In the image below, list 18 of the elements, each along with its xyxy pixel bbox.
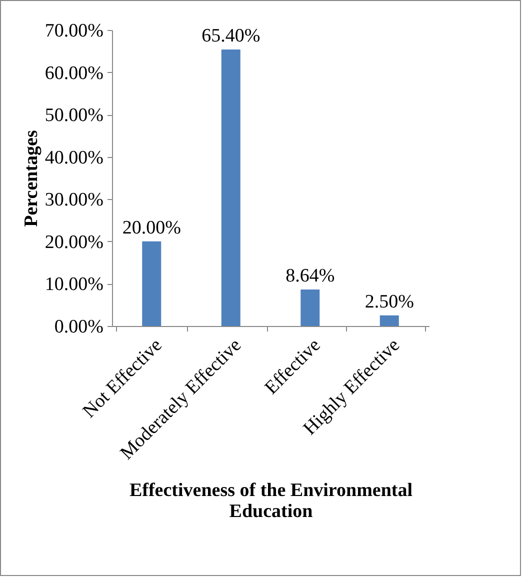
bar [142, 241, 162, 326]
data-label: 20.00% [122, 217, 182, 238]
data-label: 2.50% [364, 291, 414, 312]
bar [221, 49, 240, 326]
data-label: 8.64% [286, 265, 335, 286]
bar [380, 315, 399, 326]
y-tick-label: 40.00% [44, 147, 104, 168]
y-axis-title: Percentages [20, 130, 42, 227]
bar [300, 289, 320, 326]
y-tick-label: 10.00% [44, 274, 104, 296]
y-tick-label: 0.00% [54, 316, 104, 338]
y-tick-label: 60.00% [44, 62, 104, 84]
y-tick-label: 30.00% [44, 190, 104, 211]
data-label: 65.40% [202, 25, 260, 46]
y-tick-label: 70.00% [44, 20, 104, 42]
y-tick-label: 20.00% [44, 232, 104, 253]
y-tick-label: 50.00% [44, 105, 104, 126]
x-axis-title: Effectiveness of the Environmental Education [129, 480, 413, 522]
